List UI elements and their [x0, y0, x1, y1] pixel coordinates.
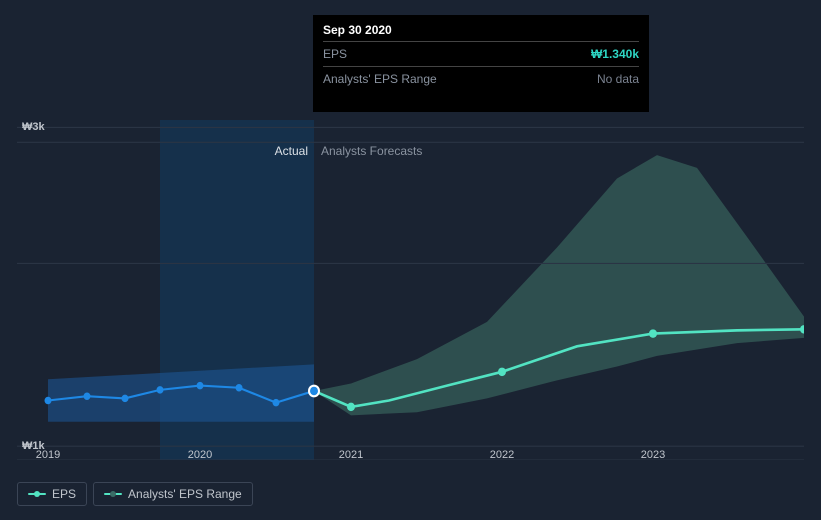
x-axis-label: 2021	[339, 449, 363, 461]
hover-point	[309, 386, 319, 397]
legend-label: EPS	[52, 487, 76, 501]
chart-svg	[17, 120, 804, 460]
legend-swatch	[104, 490, 122, 498]
eps-tooltip: Sep 30 2020 EPS ₩1.340k Analysts' EPS Rang…	[313, 15, 649, 112]
forecast-eps-point	[498, 368, 506, 377]
actual-eps-point	[273, 399, 280, 406]
tooltip-row: Analysts' EPS Range No data	[323, 70, 639, 88]
legend-eps[interactable]: EPS	[17, 482, 87, 506]
tooltip-row: EPS ₩1.340k	[323, 45, 639, 63]
section-label-forecast: Analysts Forecasts	[321, 144, 422, 158]
tooltip-label: Analysts' EPS Range	[323, 72, 437, 86]
y-axis-label: ₩3k	[22, 121, 45, 133]
forecast-range-area	[314, 155, 804, 415]
forecast-eps-point	[347, 403, 355, 412]
x-axis-label: 2023	[641, 449, 665, 461]
actual-eps-point	[84, 393, 91, 400]
section-label-actual: Actual	[275, 144, 308, 158]
legend: EPS Analysts' EPS Range	[17, 482, 253, 506]
tooltip-date: Sep 30 2020	[323, 23, 639, 37]
legend-analysts-range[interactable]: Analysts' EPS Range	[93, 482, 253, 506]
tooltip-divider	[323, 66, 639, 67]
actual-eps-point	[197, 382, 204, 389]
actual-eps-point	[45, 397, 52, 404]
tooltip-value: No data	[597, 72, 639, 86]
tooltip-label: EPS	[323, 47, 347, 61]
chart-area[interactable]: ₩3k₩1k ActualAnalysts Forecasts	[17, 120, 804, 460]
x-axis: 2019 2020 2021 2022 2023	[17, 444, 804, 464]
tooltip-divider	[323, 41, 639, 42]
chart-container: Sep 30 2020 EPS ₩1.340k Analysts' EPS Rang…	[0, 0, 821, 520]
legend-label: Analysts' EPS Range	[128, 487, 242, 501]
forecast-eps-point	[649, 329, 657, 338]
legend-swatch	[28, 490, 46, 498]
tooltip-value: ₩1.340k	[591, 47, 639, 61]
actual-eps-point	[157, 386, 164, 393]
x-axis-label: 2019	[36, 449, 60, 461]
x-axis-label: 2022	[490, 449, 514, 461]
actual-eps-point	[122, 395, 129, 402]
x-axis-label: 2020	[188, 449, 212, 461]
actual-eps-point	[236, 384, 243, 391]
